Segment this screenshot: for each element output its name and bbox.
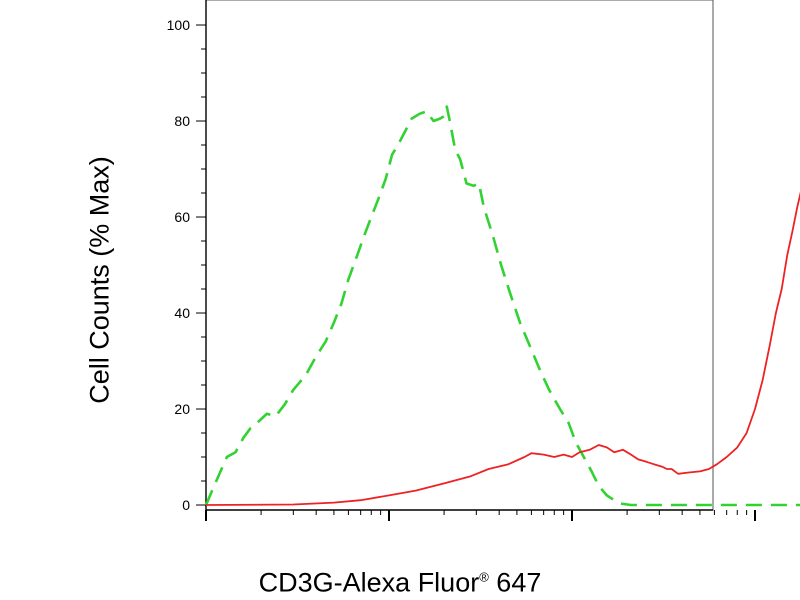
registered-mark: ® [479, 569, 489, 585]
x-axis [205, 509, 756, 521]
y-tick-label: 100 [167, 17, 191, 33]
y-tick-label: 80 [174, 113, 190, 129]
y-tick-label: 0 [182, 497, 190, 513]
series-line-isotype [204, 105, 800, 507]
y-tick-label: 60 [174, 209, 190, 225]
series-group [204, 105, 800, 507]
y-axis: 0 20 40 60 80 100 [167, 0, 207, 513]
x-axis-label: CD3G-Alexa Fluor® 647 [259, 568, 542, 599]
plot-area-frame [205, 0, 714, 511]
y-axis-label: Cell Counts (% Max) [84, 156, 115, 404]
x-axis-label-main: CD3G-Alexa Fluor [258, 567, 480, 598]
x-axis-label-tail: 647 [488, 567, 542, 598]
y-tick-label: 40 [174, 305, 190, 321]
y-tick-label: 20 [174, 401, 190, 417]
series-line-cd3g [205, 191, 800, 506]
